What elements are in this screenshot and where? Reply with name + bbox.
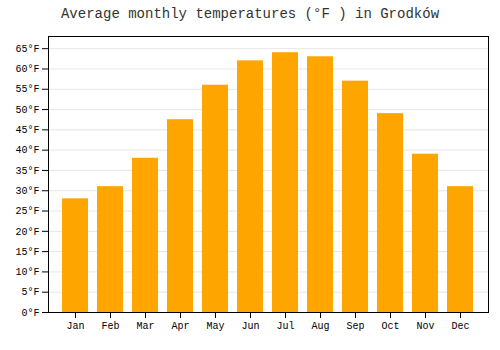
svg-text:Mar: Mar: [136, 321, 154, 332]
svg-text:Aug: Aug: [311, 321, 329, 332]
svg-text:55°F: 55°F: [15, 84, 39, 95]
svg-text:60°F: 60°F: [15, 64, 39, 75]
svg-text:45°F: 45°F: [15, 125, 39, 136]
svg-text:10°F: 10°F: [15, 267, 39, 278]
svg-text:Jan: Jan: [66, 321, 84, 332]
svg-text:Oct: Oct: [381, 321, 399, 332]
svg-text:50°F: 50°F: [15, 105, 39, 116]
svg-text:30°F: 30°F: [15, 186, 39, 197]
svg-text:65°F: 65°F: [15, 44, 39, 55]
svg-text:5°F: 5°F: [21, 287, 39, 298]
svg-text:Feb: Feb: [101, 321, 119, 332]
svg-text:35°F: 35°F: [15, 166, 39, 177]
svg-text:Apr: Apr: [171, 321, 189, 332]
svg-text:Dec: Dec: [451, 321, 469, 332]
svg-text:May: May: [206, 321, 224, 332]
svg-text:20°F: 20°F: [15, 227, 39, 238]
svg-text:Sep: Sep: [346, 321, 364, 332]
svg-text:0°F: 0°F: [21, 308, 39, 319]
svg-text:Jul: Jul: [276, 321, 294, 332]
svg-text:Jun: Jun: [241, 321, 259, 332]
svg-text:25°F: 25°F: [15, 206, 39, 217]
svg-text:15°F: 15°F: [15, 247, 39, 258]
html-text:Average monthly temperatures (: Average monthly temperatures (°F ) in Gr…: [61, 6, 439, 22]
svg-text:Nov: Nov: [416, 321, 434, 332]
svg-text:40°F: 40°F: [15, 145, 39, 156]
